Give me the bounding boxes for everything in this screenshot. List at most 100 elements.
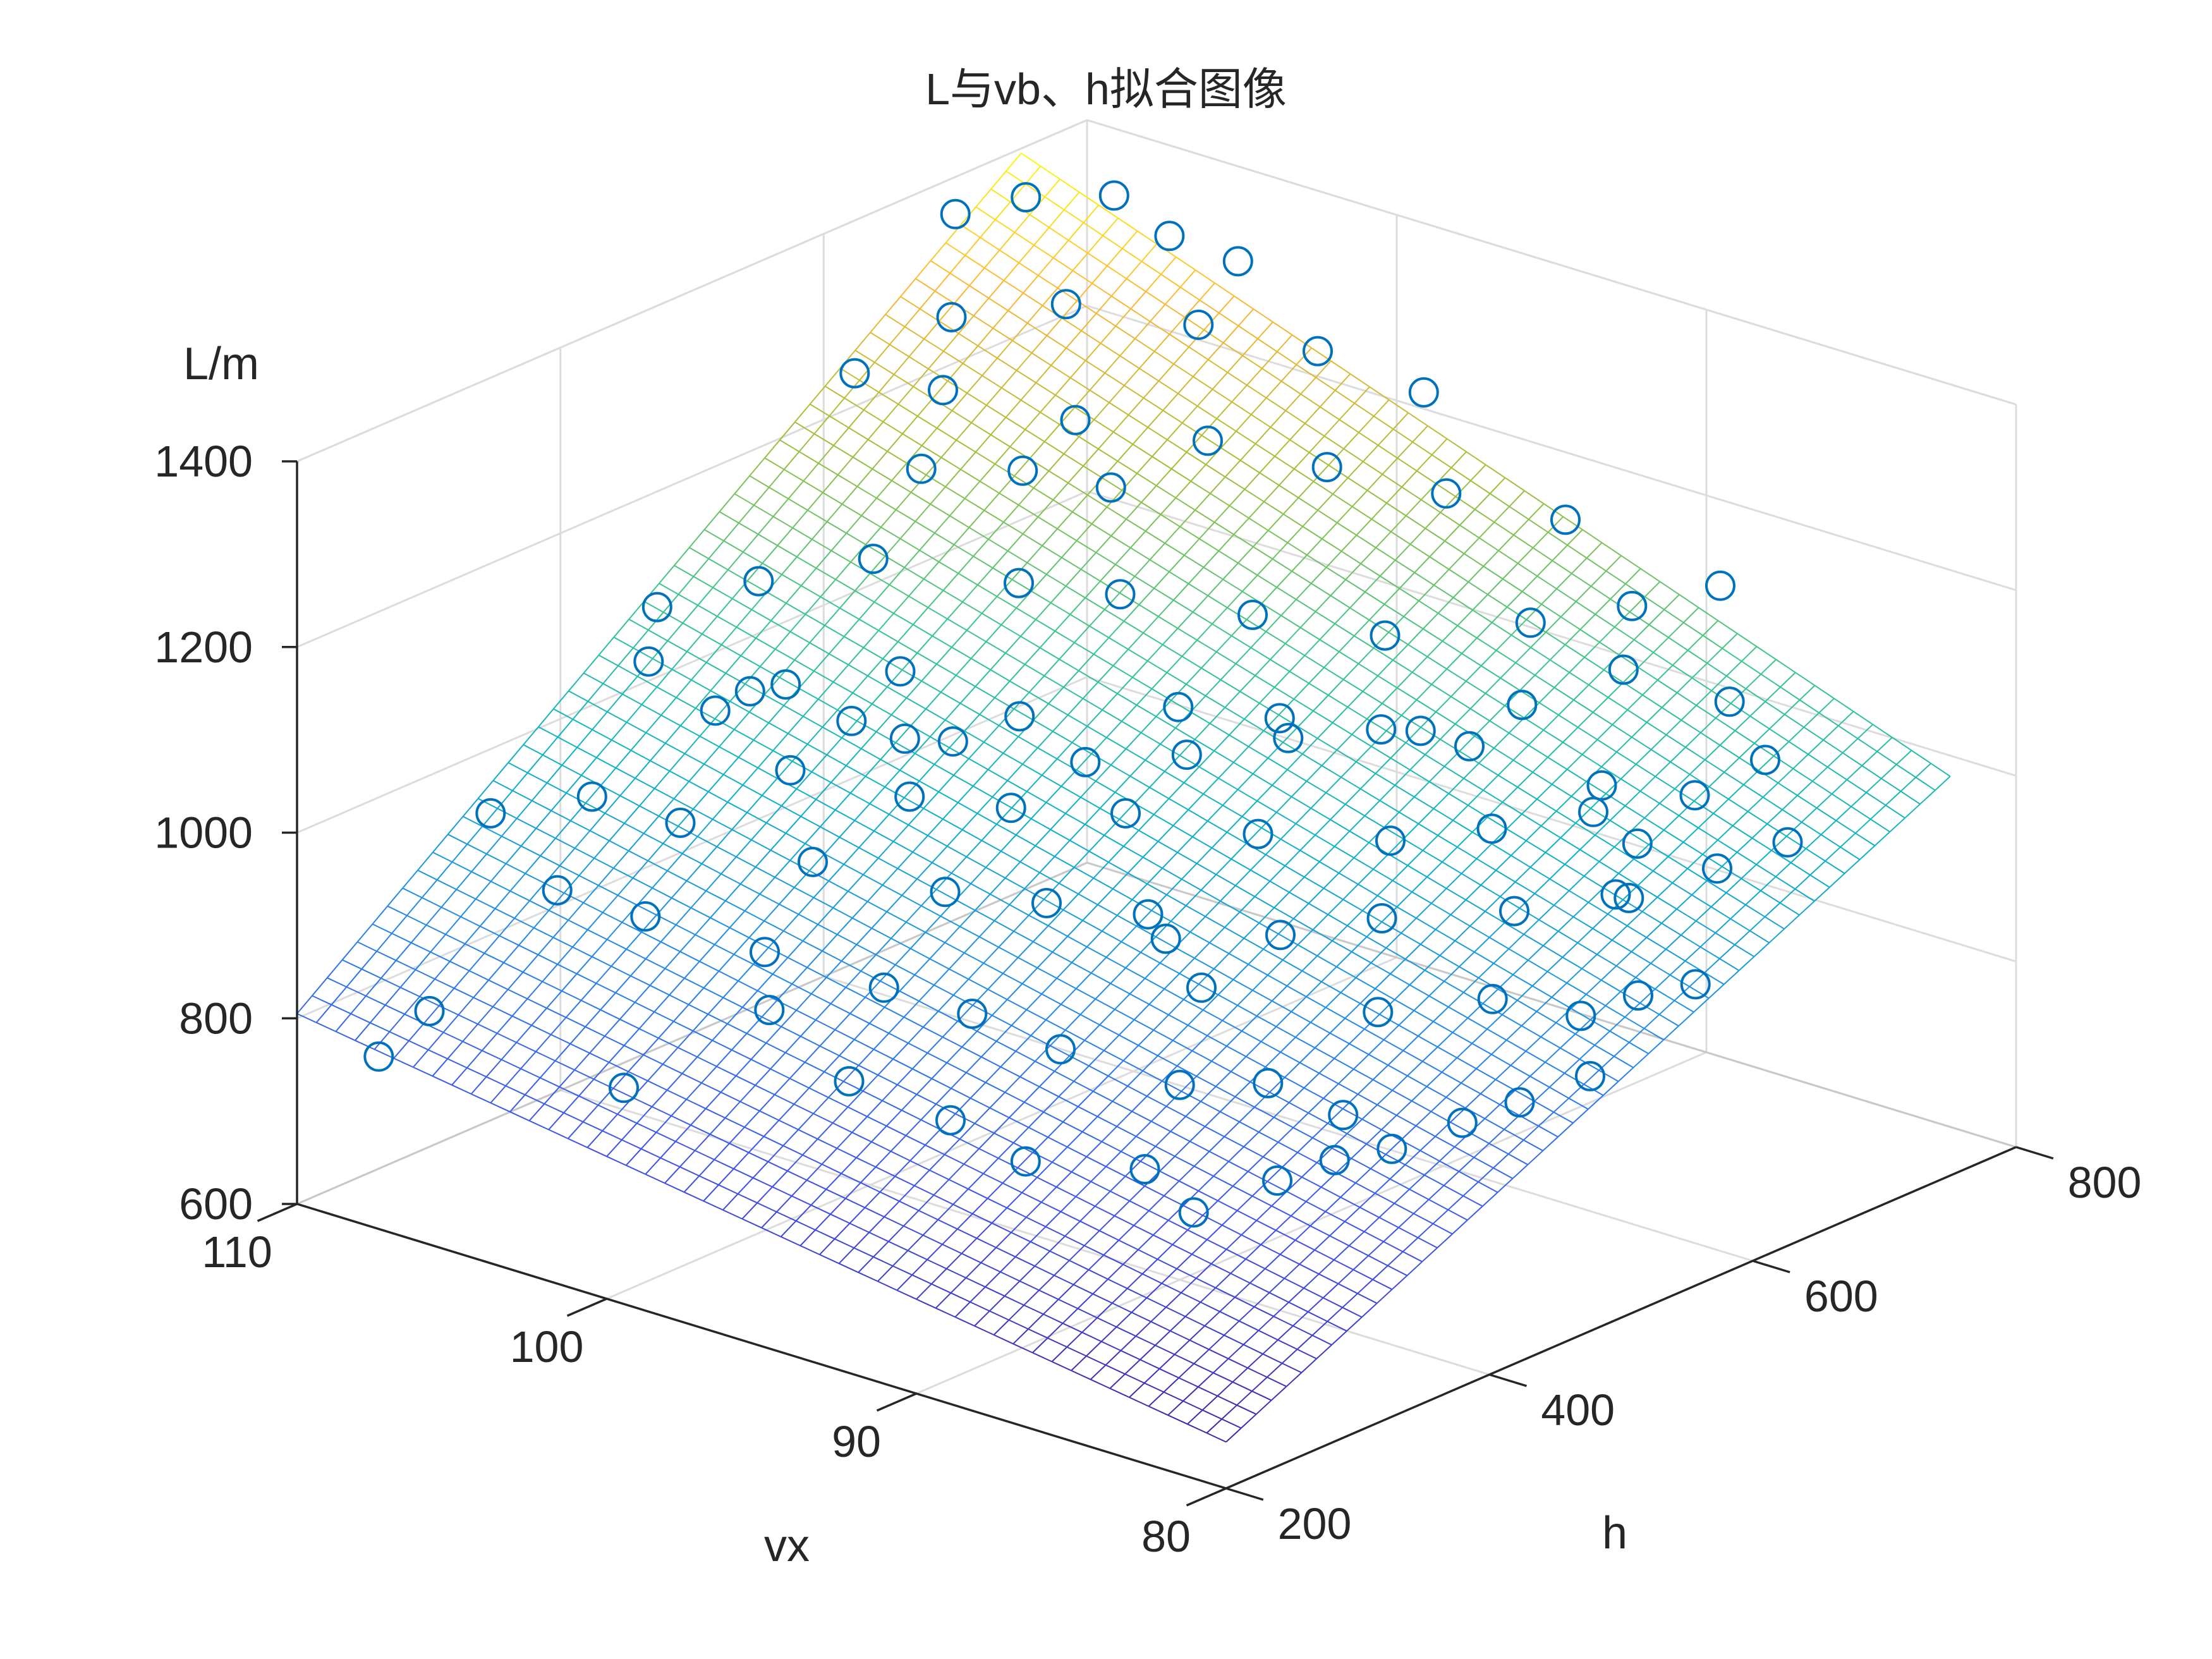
surface-mesh-line bbox=[789, 614, 806, 633]
surface-mesh-line bbox=[1239, 1306, 1255, 1322]
surface-mesh-line bbox=[1456, 1057, 1477, 1069]
surface-mesh-line bbox=[1022, 533, 1043, 547]
surface-mesh-line bbox=[1639, 1002, 1660, 1016]
surface-mesh-line bbox=[927, 590, 944, 608]
surface-mesh-line bbox=[1405, 499, 1422, 516]
surface-mesh-line bbox=[1512, 974, 1533, 987]
surface-mesh-line bbox=[1297, 944, 1318, 957]
surface-mesh-line bbox=[927, 835, 948, 847]
surface-mesh-line bbox=[1007, 780, 1028, 793]
surface-mesh-line bbox=[854, 1038, 874, 1050]
surface-mesh-line bbox=[1749, 916, 1766, 932]
surface-mesh-line bbox=[1093, 419, 1114, 433]
surface-mesh-line bbox=[1299, 1249, 1315, 1265]
surface-mesh-line bbox=[640, 1132, 657, 1150]
surface-mesh-line bbox=[1486, 1014, 1503, 1030]
surface-mesh-line bbox=[1313, 710, 1334, 724]
surface-mesh-line bbox=[1037, 731, 1054, 748]
surface-mesh-line bbox=[1407, 643, 1428, 657]
data-point bbox=[414, 995, 445, 1026]
surface-mesh-line bbox=[523, 744, 544, 756]
surface-mesh-line bbox=[1030, 1241, 1050, 1252]
surface-mesh-line bbox=[724, 1117, 745, 1128]
surface-mesh-line bbox=[561, 746, 578, 766]
surface-mesh-line bbox=[1801, 822, 1821, 836]
surface-mesh-line bbox=[675, 1124, 691, 1142]
surface-mesh-line bbox=[1146, 1080, 1163, 1097]
surface-mesh-line bbox=[1734, 715, 1751, 731]
surface-mesh-line bbox=[1745, 673, 1761, 690]
surface-mesh-line bbox=[335, 1031, 356, 1042]
surface-mesh-line bbox=[740, 655, 761, 667]
surface-mesh-line bbox=[1358, 868, 1374, 885]
surface-mesh-line bbox=[1001, 387, 1021, 401]
surface-mesh-line bbox=[861, 515, 882, 528]
surface-mesh-line bbox=[574, 830, 591, 849]
surface-mesh-line bbox=[442, 1014, 459, 1033]
surface-mesh-line bbox=[1171, 468, 1191, 482]
surface-mesh-line bbox=[1024, 647, 1041, 665]
surface-mesh-line bbox=[701, 1082, 722, 1093]
surface-mesh-line bbox=[1722, 633, 1738, 649]
surface-mesh-line bbox=[673, 1021, 693, 1032]
surface-mesh-line bbox=[1239, 1320, 1259, 1332]
surface-mesh-line bbox=[829, 653, 849, 665]
surface-mesh-line bbox=[1226, 1248, 1246, 1260]
surface-mesh-line bbox=[846, 532, 866, 545]
surface-mesh-line bbox=[524, 1077, 541, 1095]
surface-mesh-line bbox=[1012, 340, 1033, 354]
surface-mesh-line bbox=[1715, 918, 1731, 933]
surface-mesh-line bbox=[1069, 614, 1090, 627]
surface-mesh-line bbox=[1343, 448, 1364, 463]
data-point bbox=[1617, 590, 1648, 621]
surface-mesh-line bbox=[1048, 209, 1065, 228]
surface-mesh-line bbox=[626, 722, 647, 734]
data-point bbox=[1600, 879, 1631, 910]
surface-mesh-line bbox=[867, 658, 884, 677]
surface-mesh-line bbox=[710, 900, 726, 918]
surface-mesh-line bbox=[1809, 860, 1826, 876]
surface-mesh-line bbox=[505, 846, 522, 865]
surface-mesh-line bbox=[544, 1086, 560, 1105]
surface-mesh-line bbox=[1345, 788, 1361, 805]
surface-mesh-line bbox=[690, 890, 707, 909]
surface-mesh-line bbox=[1295, 808, 1312, 824]
surface-mesh-line bbox=[684, 736, 701, 755]
surface-mesh-line bbox=[951, 1088, 971, 1099]
surface-mesh-line bbox=[1310, 1021, 1330, 1034]
surface-mesh-line bbox=[1099, 1230, 1119, 1241]
surface-mesh-line bbox=[662, 842, 683, 854]
surface-mesh-line bbox=[1032, 1352, 1052, 1363]
surface-mesh-line bbox=[650, 760, 671, 772]
surface-mesh-line bbox=[748, 1152, 769, 1163]
surface-mesh-line bbox=[1139, 1344, 1156, 1361]
surface-mesh-line bbox=[894, 948, 911, 966]
surface-mesh-line bbox=[1534, 674, 1555, 688]
surface-mesh-line bbox=[679, 934, 696, 952]
surface-mesh-line bbox=[822, 950, 842, 962]
surface-mesh-line bbox=[1106, 490, 1122, 507]
surface-mesh-line bbox=[1170, 451, 1188, 470]
surface-mesh-line bbox=[1185, 889, 1202, 906]
surface-mesh-line bbox=[1644, 1028, 1664, 1041]
surface-mesh-line bbox=[1121, 704, 1138, 722]
surface-mesh-line bbox=[793, 1087, 810, 1105]
surface-mesh-line bbox=[841, 737, 862, 750]
surface-mesh-line bbox=[1562, 516, 1583, 530]
surface-mesh-line bbox=[1753, 942, 1770, 957]
surface-mesh-line bbox=[721, 644, 741, 657]
surface-mesh-line bbox=[1485, 678, 1501, 694]
surface-mesh-line bbox=[1040, 394, 1056, 413]
y-tick bbox=[2015, 1146, 2054, 1160]
surface-mesh-line bbox=[1081, 313, 1097, 331]
surface-mesh-line bbox=[1549, 1073, 1565, 1088]
surface-mesh-line bbox=[1454, 708, 1471, 725]
surface-mesh-line bbox=[526, 981, 543, 1000]
surface-mesh-line bbox=[807, 743, 827, 756]
surface-mesh-line bbox=[727, 784, 744, 803]
surface-mesh-line bbox=[1467, 1017, 1488, 1030]
surface-mesh-line bbox=[671, 669, 692, 681]
surface-mesh-line bbox=[1368, 1054, 1389, 1066]
surface-mesh-line bbox=[1816, 793, 1833, 809]
surface-mesh-line bbox=[1325, 1196, 1341, 1212]
